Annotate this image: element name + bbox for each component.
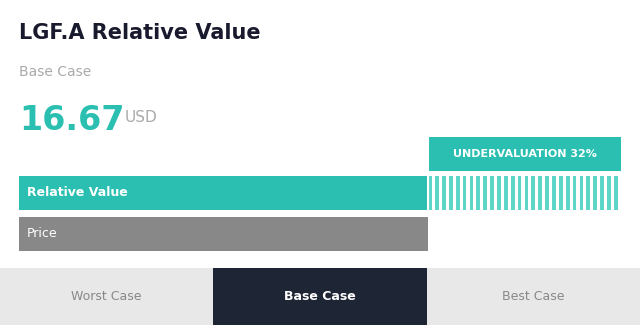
- FancyBboxPatch shape: [449, 176, 452, 210]
- Text: Base Case: Base Case: [19, 65, 92, 79]
- Text: Worst Case: Worst Case: [72, 290, 142, 303]
- FancyBboxPatch shape: [593, 176, 597, 210]
- FancyBboxPatch shape: [483, 176, 487, 210]
- Text: 16.67: 16.67: [19, 104, 125, 137]
- Text: Relative Value: Relative Value: [27, 186, 127, 199]
- Text: UNDERVALUATION 32%: UNDERVALUATION 32%: [452, 149, 596, 159]
- FancyBboxPatch shape: [427, 268, 640, 325]
- FancyBboxPatch shape: [586, 176, 590, 210]
- FancyBboxPatch shape: [442, 176, 446, 210]
- FancyBboxPatch shape: [545, 176, 549, 210]
- FancyBboxPatch shape: [463, 176, 467, 210]
- Text: Base Case: Base Case: [284, 290, 356, 303]
- FancyBboxPatch shape: [552, 176, 556, 210]
- FancyBboxPatch shape: [559, 176, 563, 210]
- FancyBboxPatch shape: [490, 176, 494, 210]
- Text: Best Case: Best Case: [502, 290, 564, 303]
- Text: LGF.A Relative Value: LGF.A Relative Value: [19, 23, 261, 43]
- FancyBboxPatch shape: [428, 136, 621, 171]
- FancyBboxPatch shape: [525, 176, 529, 210]
- FancyBboxPatch shape: [435, 176, 439, 210]
- FancyBboxPatch shape: [504, 176, 508, 210]
- FancyBboxPatch shape: [511, 176, 515, 210]
- Text: LIONSGATE: LIONSGATE: [564, 44, 604, 49]
- FancyBboxPatch shape: [428, 176, 432, 210]
- FancyBboxPatch shape: [213, 268, 427, 325]
- FancyBboxPatch shape: [614, 176, 618, 210]
- Text: Price: Price: [27, 227, 58, 240]
- FancyBboxPatch shape: [600, 176, 604, 210]
- FancyBboxPatch shape: [538, 176, 542, 210]
- FancyBboxPatch shape: [497, 176, 501, 210]
- FancyBboxPatch shape: [476, 176, 480, 210]
- FancyBboxPatch shape: [518, 176, 522, 210]
- FancyBboxPatch shape: [580, 176, 583, 210]
- Text: USD: USD: [125, 110, 157, 124]
- FancyBboxPatch shape: [573, 176, 577, 210]
- FancyBboxPatch shape: [19, 217, 428, 251]
- FancyBboxPatch shape: [566, 176, 570, 210]
- FancyBboxPatch shape: [19, 176, 428, 210]
- FancyBboxPatch shape: [0, 268, 213, 325]
- FancyBboxPatch shape: [607, 176, 611, 210]
- FancyBboxPatch shape: [456, 176, 460, 210]
- FancyBboxPatch shape: [531, 176, 535, 210]
- FancyBboxPatch shape: [470, 176, 474, 210]
